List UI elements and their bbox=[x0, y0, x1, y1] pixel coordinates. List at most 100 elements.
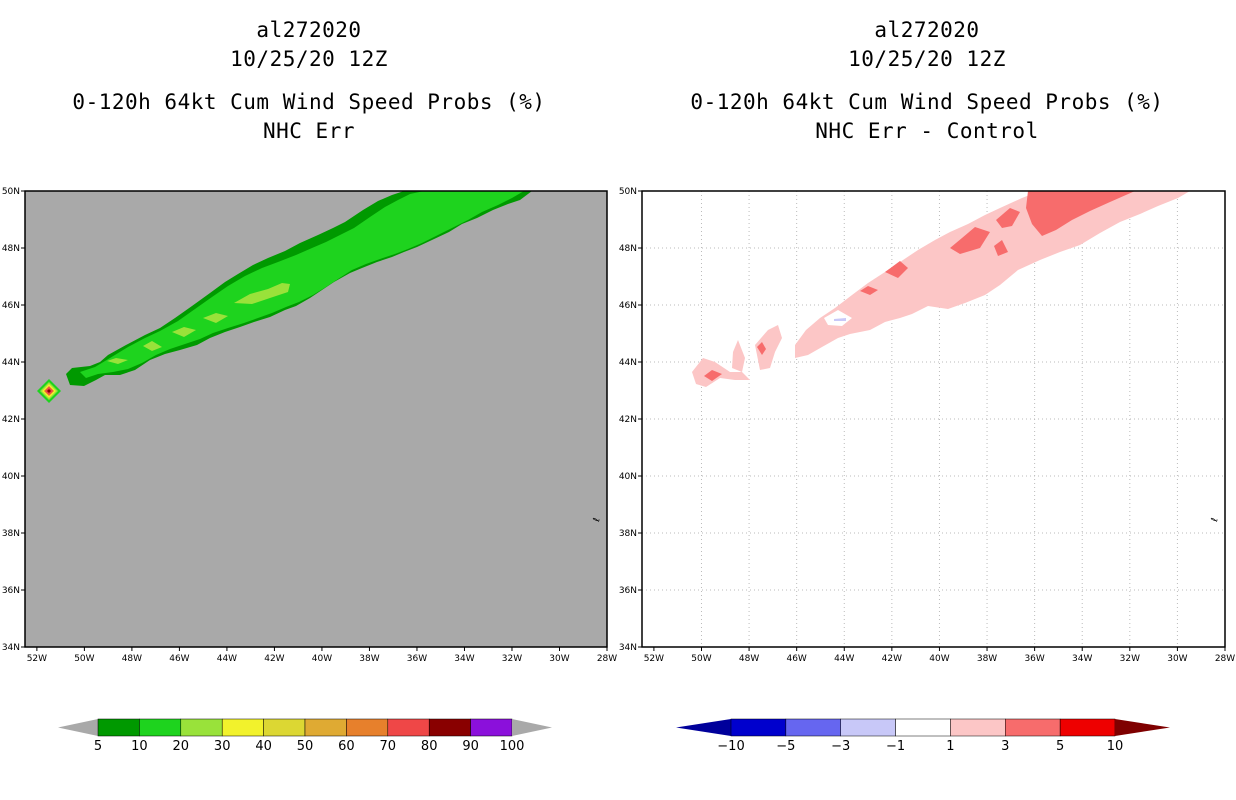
colorbar-swatch bbox=[470, 718, 513, 737]
diff-contour-neg-1 bbox=[834, 318, 846, 321]
diff-contour-1-main bbox=[795, 191, 1190, 358]
x-tick-label: 48W bbox=[122, 654, 142, 664]
colorbar-level-label: 10 bbox=[1107, 739, 1124, 754]
colorbar-over-triangle bbox=[512, 719, 552, 736]
colorbar-swatch bbox=[1005, 718, 1061, 737]
x-tick-label: 38W bbox=[359, 654, 379, 664]
right-storm-id: al272020 bbox=[874, 18, 980, 42]
colorbar-level-label: 5 bbox=[1056, 739, 1064, 754]
colorbar-swatch bbox=[950, 718, 1006, 737]
left-storm-id: al272020 bbox=[256, 18, 362, 42]
x-tick-label: 50W bbox=[74, 654, 94, 664]
colorbar-swatch bbox=[387, 718, 430, 737]
colorbar-swatch bbox=[428, 718, 471, 737]
colorbar-level-label: 70 bbox=[380, 739, 397, 754]
swath-contour-20-a bbox=[107, 358, 128, 364]
x-tick-label: 44W bbox=[217, 654, 237, 664]
colorbar-swatch bbox=[895, 718, 951, 737]
y-tick-label: 42N bbox=[2, 415, 20, 425]
y-tick-label: 50N bbox=[2, 187, 20, 197]
swath-contour-20-d bbox=[203, 313, 228, 323]
y-tick-label: 38N bbox=[2, 529, 20, 539]
y-tick-label: 44N bbox=[619, 358, 637, 368]
colorbar-level-label: 60 bbox=[338, 739, 355, 754]
colorbar-level-label: 100 bbox=[500, 739, 525, 754]
right-subtitle: NHC Err - Control bbox=[815, 119, 1039, 143]
y-tick-label: 42N bbox=[619, 415, 637, 425]
y-tick-label: 46N bbox=[619, 301, 637, 311]
y-tick-label: 40N bbox=[2, 472, 20, 482]
left-colorbar: 5 10 20 30 40 50 60 70 80 90 100 bbox=[58, 718, 552, 754]
diff-contour-3-a bbox=[704, 370, 722, 381]
colorbar-level-label: −10 bbox=[717, 739, 744, 754]
colorbar-swatch bbox=[346, 718, 389, 737]
left-valid-time: 10/25/20 12Z bbox=[230, 47, 388, 71]
y-tick-label: 34N bbox=[2, 643, 20, 653]
colorbar-swatch bbox=[221, 718, 264, 737]
x-tick-label: 30W bbox=[549, 654, 569, 664]
y-tick-label: 48N bbox=[619, 244, 637, 254]
swath-contour-20-e bbox=[234, 283, 290, 304]
y-tick-label: 40N bbox=[619, 472, 637, 482]
colorbar-level-label: 20 bbox=[173, 739, 190, 754]
left-map: 52W 50W 48W 46W 44W 42W 40W 38W 36W 34W 32W 30W 28W 5… bbox=[2, 187, 617, 664]
x-tick-label: 48W bbox=[739, 654, 759, 664]
diff-contour-3-g bbox=[996, 208, 1020, 228]
diff-contour-1-hole bbox=[824, 310, 852, 326]
right-axes: 52W 50W 48W 46W 44W 42W 40W 38W 36W 34W 32W 30W 28W 5… bbox=[619, 187, 1235, 664]
x-tick-label: 42W bbox=[882, 654, 902, 664]
diff-contour-3-e bbox=[950, 227, 990, 254]
initial-position-marker bbox=[37, 379, 61, 403]
colorbar-level-label: 10 bbox=[131, 739, 148, 754]
colorbar-over-triangle bbox=[1115, 719, 1170, 736]
x-tick-label: 34W bbox=[1072, 654, 1092, 664]
y-tick-label: 36N bbox=[619, 586, 637, 596]
left-chart-title: al272020 10/25/20 12Z 0-120h 64kt Cum Wi… bbox=[0, 16, 618, 146]
right-colorbar: −10 −5 −3 −1 1 3 5 10 bbox=[676, 718, 1170, 754]
colorbar-level-label: 30 bbox=[214, 739, 231, 754]
left-product-name: 0-120h 64kt Cum Wind Speed Probs (%) bbox=[72, 90, 546, 114]
colorbar-level-label: 50 bbox=[297, 739, 314, 754]
colorbar-swatch bbox=[97, 718, 140, 737]
y-tick-label: 38N bbox=[619, 529, 637, 539]
x-tick-label: 28W bbox=[597, 654, 617, 664]
x-tick-label: 46W bbox=[786, 654, 806, 664]
y-tick-label: 46N bbox=[2, 301, 20, 311]
x-tick-label: 38W bbox=[977, 654, 997, 664]
right-island-glyph: ℓ bbox=[1210, 517, 1221, 523]
colorbar-swatch bbox=[263, 718, 306, 737]
colorbar-level-label: 5 bbox=[94, 739, 102, 754]
diff-contour-1-west-b bbox=[732, 340, 745, 372]
x-tick-label: 36W bbox=[1024, 654, 1044, 664]
left-subtitle: NHC Err bbox=[262, 119, 355, 143]
x-tick-label: 50W bbox=[691, 654, 711, 664]
colorbar-swatch bbox=[1059, 718, 1116, 737]
marker-contour-80 bbox=[47, 389, 51, 393]
x-tick-label: 36W bbox=[407, 654, 427, 664]
x-tick-label: 42W bbox=[264, 654, 284, 664]
diff-contour-1-mid bbox=[755, 325, 782, 370]
colorbar-swatch bbox=[139, 718, 182, 737]
colorbar-swatch bbox=[840, 718, 896, 737]
x-tick-label: 44W bbox=[834, 654, 854, 664]
diff-contour-3-d bbox=[885, 261, 908, 278]
left-island-glyph: ℓ bbox=[592, 517, 603, 523]
x-tick-label: 32W bbox=[1120, 654, 1140, 664]
y-tick-label: 44N bbox=[2, 358, 20, 368]
colorbar-level-label: −1 bbox=[886, 739, 905, 754]
diff-contour-3-b bbox=[757, 342, 766, 355]
colorbar-level-label: −5 bbox=[776, 739, 795, 754]
x-tick-label: 52W bbox=[27, 654, 47, 664]
x-tick-label: 30W bbox=[1167, 654, 1187, 664]
colorbar-swatch bbox=[785, 718, 841, 737]
colorbar-level-label: 80 bbox=[421, 739, 438, 754]
x-tick-label: 40W bbox=[929, 654, 949, 664]
swath-contour-20-c bbox=[172, 327, 196, 337]
diff-contour-3-f bbox=[994, 240, 1008, 256]
colorbar-swatch bbox=[730, 718, 787, 737]
x-tick-label: 32W bbox=[502, 654, 522, 664]
x-tick-label: 52W bbox=[644, 654, 664, 664]
y-tick-label: 34N bbox=[619, 643, 637, 653]
right-map: 52W 50W 48W 46W 44W 42W 40W 38W 36W 34W 32W 30W 28W 5… bbox=[619, 187, 1235, 664]
colorbar-under-triangle bbox=[676, 719, 731, 736]
